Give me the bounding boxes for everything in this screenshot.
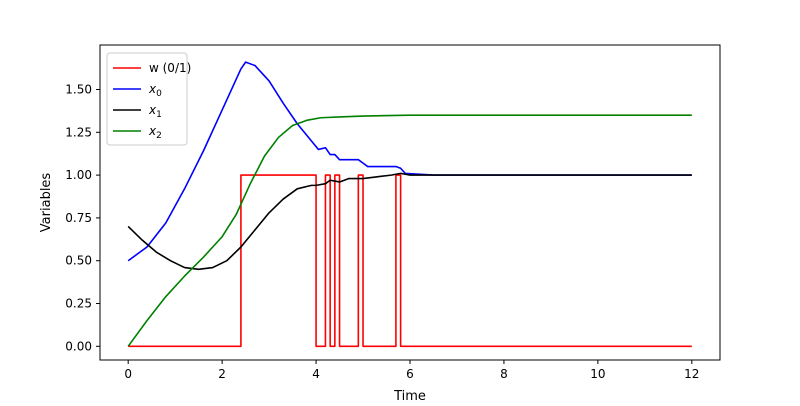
- x-tick-label: 10: [590, 367, 605, 381]
- y-tick-label: 0.75: [65, 211, 92, 225]
- x-tick-label: 2: [218, 367, 226, 381]
- x-tick-label: 6: [406, 367, 414, 381]
- legend: w (0/1) x0 x1 x2: [106, 52, 191, 146]
- y-tick-label: 1.25: [65, 125, 92, 139]
- y-axis-label: Variables: [39, 173, 54, 233]
- series-line-2: [127, 172, 692, 271]
- legend-label-3: x2: [148, 124, 162, 141]
- y-tick-label: 0.00: [65, 339, 92, 353]
- legend-box: [106, 52, 188, 146]
- x-tick-label: 12: [684, 367, 699, 381]
- legend-label-0: w (0/1): [149, 61, 191, 75]
- legend-label-1: x0: [148, 82, 162, 99]
- y-tick-label: 1.00: [65, 168, 92, 182]
- legend-label-2: x1: [148, 103, 162, 120]
- y-tick-label: 0.25: [65, 297, 92, 311]
- x-axis-label: Time: [393, 389, 426, 404]
- y-tick-label: 1.50: [65, 83, 92, 97]
- plot-frame: [99, 44, 721, 361]
- series-layer: [127, 61, 692, 348]
- x-tick-label: 0: [124, 367, 132, 381]
- x-tick-label: 4: [312, 367, 320, 381]
- y-tick-label: 0.50: [65, 254, 92, 268]
- series-line-3: [127, 114, 692, 347]
- x-tick-label: 8: [500, 367, 508, 381]
- series-line-1: [127, 61, 692, 262]
- tick-layer: 0 2 4 6 8 10 12 0.00 0.25 0.50 0.75 1.00 1.25 1.50: [65, 83, 699, 381]
- series-line-0: [128, 174, 692, 348]
- axes-frame: [99, 44, 721, 361]
